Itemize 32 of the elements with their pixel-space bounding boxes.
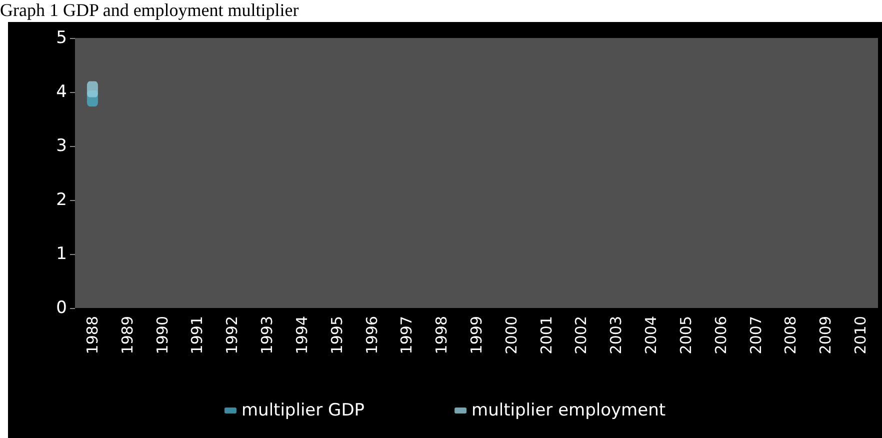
legend-label: multiplier GDP [241, 400, 365, 420]
x-tick-label: 1993 [258, 316, 276, 354]
legend-label: multiplier employment [472, 400, 666, 420]
x-tick-label: 2010 [852, 316, 870, 354]
x-tick-label: 1994 [292, 316, 311, 354]
x-tick-label: 1989 [118, 316, 136, 354]
x-tick-label: 2006 [712, 316, 730, 354]
x-tick-label: 2002 [572, 316, 590, 354]
x-tick-label: 1997 [398, 316, 416, 354]
x-tick-label: 1988 [83, 316, 102, 354]
x-tick-label: 2003 [607, 316, 626, 354]
x-tick-label: 1991 [188, 316, 206, 354]
y-tick-label: 4 [56, 82, 67, 102]
x-tick-label: 2000 [502, 316, 520, 354]
x-tick-label: 1992 [223, 316, 242, 354]
y-tick-label: 5 [56, 28, 67, 48]
x-tick-label: 2007 [746, 316, 765, 354]
x-tick-label: 1996 [362, 316, 381, 354]
y-tick-label: 1 [56, 244, 67, 264]
y-tick-label: 2 [56, 190, 67, 210]
x-tick-label: 2004 [642, 316, 660, 354]
x-tick-label: 2009 [816, 316, 835, 354]
x-tick-label: 1998 [432, 316, 451, 354]
chart-title: Graph 1 GDP and employment multiplier [0, 0, 299, 22]
x-tick-label: 1999 [468, 316, 486, 354]
y-tick-label: 3 [56, 136, 67, 156]
x-tick-label: 1995 [328, 316, 346, 354]
x-tick-label: 2008 [782, 316, 800, 354]
x-tick-label: 1990 [153, 316, 172, 354]
x-tick-label: 2005 [676, 316, 695, 354]
y-tick-label: 0 [56, 298, 67, 318]
x-tick-label: 2001 [537, 316, 556, 354]
